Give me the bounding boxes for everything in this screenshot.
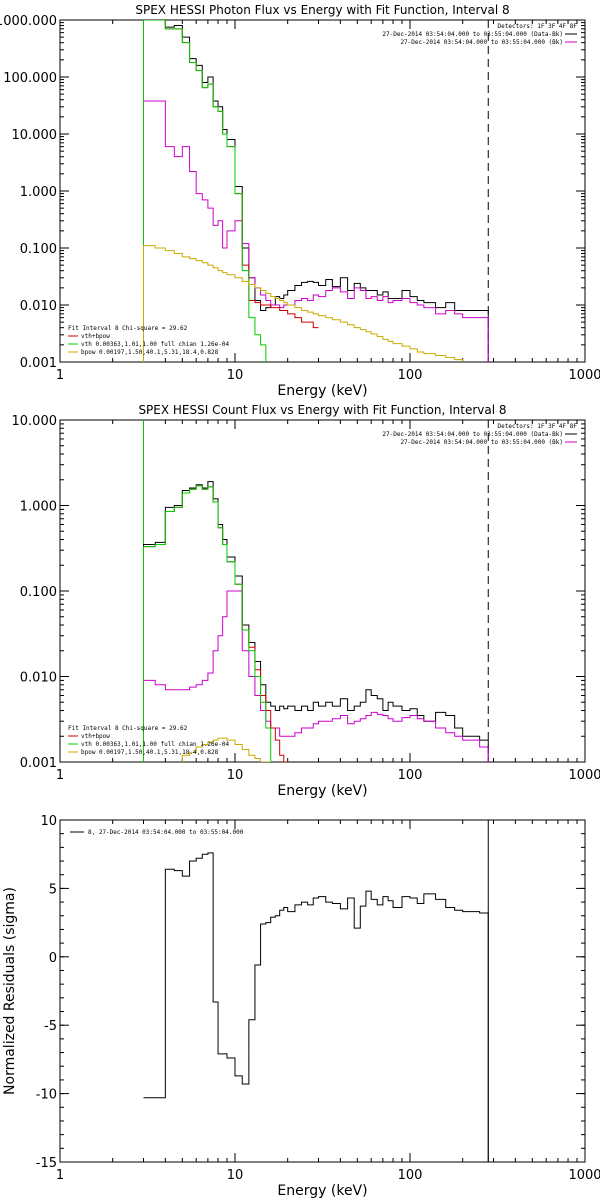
legend-text: Detectors: 1F 3F 4F 8F bbox=[498, 423, 578, 430]
fit-legend-text: vth 0.00363,1.01,1.00 full chian 1.26e-0… bbox=[81, 741, 229, 748]
histogram-series bbox=[142, 100, 489, 362]
y-tick-label: 100.000 bbox=[3, 71, 57, 86]
y-tick-label: 0 bbox=[49, 951, 57, 966]
y-tick-label: 10 bbox=[40, 814, 57, 829]
chart-title: SPEX HESSI Count Flux vs Energy with Fit… bbox=[138, 403, 506, 417]
series-group bbox=[143, 852, 489, 1162]
y-tick-label: 1000.000 bbox=[0, 14, 57, 29]
x-axis-label: Energy (keV) bbox=[277, 783, 367, 799]
legend-text: Detectors: 1F 3F 4F 8F bbox=[498, 23, 578, 30]
legend-text: 27-Dec-2014 03:54:04.000 to 03:55:04.000… bbox=[382, 31, 563, 38]
x-axis-label: Energy (keV) bbox=[277, 1183, 367, 1199]
y-tick-label: -10 bbox=[36, 1088, 57, 1103]
x-tick-label: 100 bbox=[398, 368, 423, 383]
plot-frame bbox=[59, 419, 586, 763]
histogram-series bbox=[142, 20, 319, 362]
x-tick-label: 10 bbox=[227, 768, 244, 783]
y-tick-label: 5 bbox=[49, 882, 57, 897]
x-tick-label: 1 bbox=[56, 1168, 64, 1183]
x-axis-label: Energy (keV) bbox=[277, 383, 367, 399]
y-tick-label: 0.010 bbox=[20, 299, 57, 314]
y-tick-label: 10.000 bbox=[12, 414, 58, 429]
series-group bbox=[142, 481, 489, 762]
fit-legend-text: vth 0.00363,1.01,1.00 full chian 1.26e-0… bbox=[81, 341, 229, 348]
y-tick-label: 10.000 bbox=[12, 128, 58, 143]
histogram-series bbox=[143, 852, 489, 1162]
fit-legend-text: bpow 0.00197,1.50,40.1,5.31,18.4,0.828 bbox=[81, 349, 219, 356]
x-tick-label: 1000 bbox=[568, 1168, 600, 1183]
y-tick-label: -15 bbox=[36, 1156, 57, 1171]
legend-text: 27-Dec-2014 03:54:04.000 to 03:55:04.000… bbox=[400, 39, 563, 46]
y-tick-label: 0.100 bbox=[20, 242, 57, 257]
fit-legend-text: bpow 0.00197,1.50,40.1,5.31,18.4,0.828 bbox=[81, 749, 219, 756]
histogram-series bbox=[142, 245, 464, 362]
y-axis-label: Normalized Residuals (sigma) bbox=[2, 887, 18, 1095]
x-tick-label: 1000 bbox=[568, 368, 600, 383]
plot-frame bbox=[59, 819, 586, 1163]
x-tick-label: 100 bbox=[398, 768, 423, 783]
legend-text: 27-Dec-2014 03:54:04.000 to 03:55:04.000… bbox=[382, 431, 563, 438]
histogram-series bbox=[142, 481, 489, 762]
plot-frame bbox=[59, 19, 586, 363]
chart-title: SPEX HESSI Photon Flux vs Energy with Fi… bbox=[135, 3, 509, 17]
fit-legend-text: Fit Interval 8 Chi-square = 29.62 bbox=[68, 325, 188, 332]
x-tick-label: 10 bbox=[227, 1168, 244, 1183]
fit-legend-text: Fit Interval 8 Chi-square = 29.62 bbox=[68, 725, 188, 732]
x-tick-label: 1 bbox=[56, 368, 64, 383]
legend-text: 27-Dec-2014 03:54:04.000 to 03:55:04.000… bbox=[400, 439, 563, 446]
y-tick-label: 0.001 bbox=[20, 356, 57, 371]
series-group bbox=[142, 20, 489, 362]
legend-text: 8, 27-Dec-2014 03:54:04.000 to 03:55:04.… bbox=[88, 829, 244, 836]
histogram-series bbox=[181, 737, 272, 762]
x-tick-label: 1000 bbox=[568, 768, 600, 783]
histogram-series bbox=[142, 20, 267, 362]
y-tick-label: 1.000 bbox=[20, 185, 57, 200]
histogram-series bbox=[142, 485, 272, 762]
x-tick-label: 1 bbox=[56, 768, 64, 783]
y-tick-label: 1.000 bbox=[20, 500, 57, 515]
fit-legend-text: vth+bpow bbox=[81, 733, 110, 740]
y-tick-label: 0.010 bbox=[20, 671, 57, 686]
y-tick-label: 0.001 bbox=[20, 756, 57, 771]
y-tick-label: 0.100 bbox=[20, 585, 57, 600]
x-tick-label: 100 bbox=[398, 1168, 423, 1183]
x-tick-label: 10 bbox=[227, 368, 244, 383]
histogram-series bbox=[142, 590, 489, 762]
y-tick-label: -5 bbox=[44, 1019, 57, 1034]
histogram-series bbox=[142, 20, 489, 362]
fit-legend-text: vth+bpow bbox=[81, 333, 110, 340]
